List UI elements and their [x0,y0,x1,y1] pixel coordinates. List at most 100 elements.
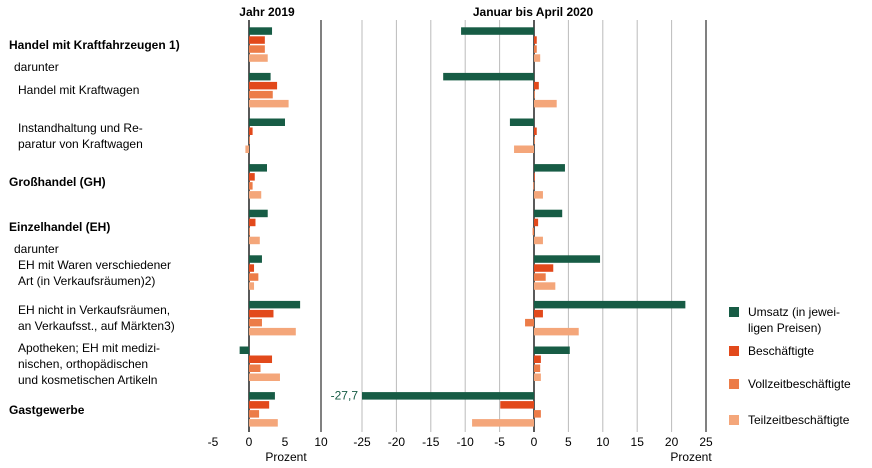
bar [249,81,278,90]
bar [514,145,534,153]
x-tick-label: 20 [665,435,679,449]
category-label: Handel mit Kraftfahrzeugen 1) [9,37,180,52]
bar [534,309,543,318]
bar [239,346,249,354]
x-tick-label: -15 [422,435,440,449]
bar [249,209,268,218]
bar [249,136,250,144]
bar [534,364,541,372]
bar [249,300,301,309]
bar [534,373,541,381]
bar [534,209,563,218]
bar [249,27,273,35]
bar [534,236,543,245]
category-label: Einzelhandel (EH) [9,220,111,235]
legend-swatch [729,415,739,425]
x-axis-label: Prozent [265,450,307,464]
bar [249,318,262,327]
bar [249,164,267,172]
bar [534,164,565,172]
category-label: EH mit Waren verschiedener Art (in Verka… [18,257,171,288]
bar [534,264,554,272]
bar [249,127,253,135]
bar [534,99,557,108]
x-tick-label: 15 [631,435,645,449]
bar [249,282,255,290]
bar [534,173,535,181]
bar [249,410,260,418]
bar [533,182,535,190]
bar [532,227,534,236]
bar [249,255,262,263]
bar [249,419,278,427]
sub-label: darunter [14,242,59,257]
x-tick-label: -20 [388,435,406,449]
x-axis-label: Prozent [670,450,712,464]
bar [249,309,274,318]
value-label: -27,7 [331,388,359,402]
bar [534,218,539,227]
bar [534,355,541,363]
bar [249,327,296,336]
panel-title: Jahr 2019 [239,5,295,19]
bar [534,282,556,290]
bar [249,182,253,190]
bar [249,273,259,281]
bar [534,127,537,135]
bar [534,81,539,90]
x-tick-label: 0 [246,435,253,449]
x-tick-label: 5 [565,435,572,449]
bar [509,118,534,126]
bar [443,72,534,81]
bar [249,173,255,181]
x-tick-label: 5 [282,435,289,449]
legend-label: Umsatz (in jewei- ligen Preisen) [748,305,841,335]
legend-label: Teilzeitbeschäftigte [748,413,850,427]
x-tick-label: -25 [353,435,371,449]
bar [249,364,261,372]
bar [525,318,534,327]
bar [249,373,280,381]
bar [249,36,265,44]
bar [249,218,256,227]
bar [362,392,534,400]
x-tick-label: 10 [314,435,328,449]
category-label: Großhandel (GH) [9,174,106,189]
bar [249,45,265,53]
bar [249,392,275,400]
legend-label: Beschäftigte [748,344,815,358]
bar [249,227,250,236]
bar [472,419,534,427]
sub-label: darunter [14,59,59,74]
x-tick-label: -10 [457,435,475,449]
x-tick-label: 0 [531,435,538,449]
x-tick-label: -5 [208,435,219,449]
bar [249,236,260,245]
bar [249,99,289,108]
bar [249,191,262,199]
bar [534,136,535,144]
bar [461,27,534,35]
x-tick-label: 10 [596,435,610,449]
bar [245,145,249,153]
bar [534,410,541,418]
bar [249,401,270,409]
bar [249,355,273,363]
bar [249,54,268,62]
category-label: Instandhaltung und Re- paratur von Kraft… [18,121,143,151]
legend-swatch [729,307,739,317]
bar [249,118,285,126]
category-label: EH nicht in Verkaufsräumen, an Verkaufss… [18,303,175,334]
bar [500,401,534,409]
bar [534,191,543,199]
bar [249,264,255,272]
bar [534,45,537,53]
bar [249,72,271,81]
bar [534,300,686,309]
category-label: Handel mit Kraftwagen [18,83,140,98]
category-label: Gastgewerbe [9,402,85,417]
bar [534,327,579,336]
x-tick-label: 25 [699,435,713,449]
legend-label: Vollzeitbeschäftigte [748,377,851,391]
